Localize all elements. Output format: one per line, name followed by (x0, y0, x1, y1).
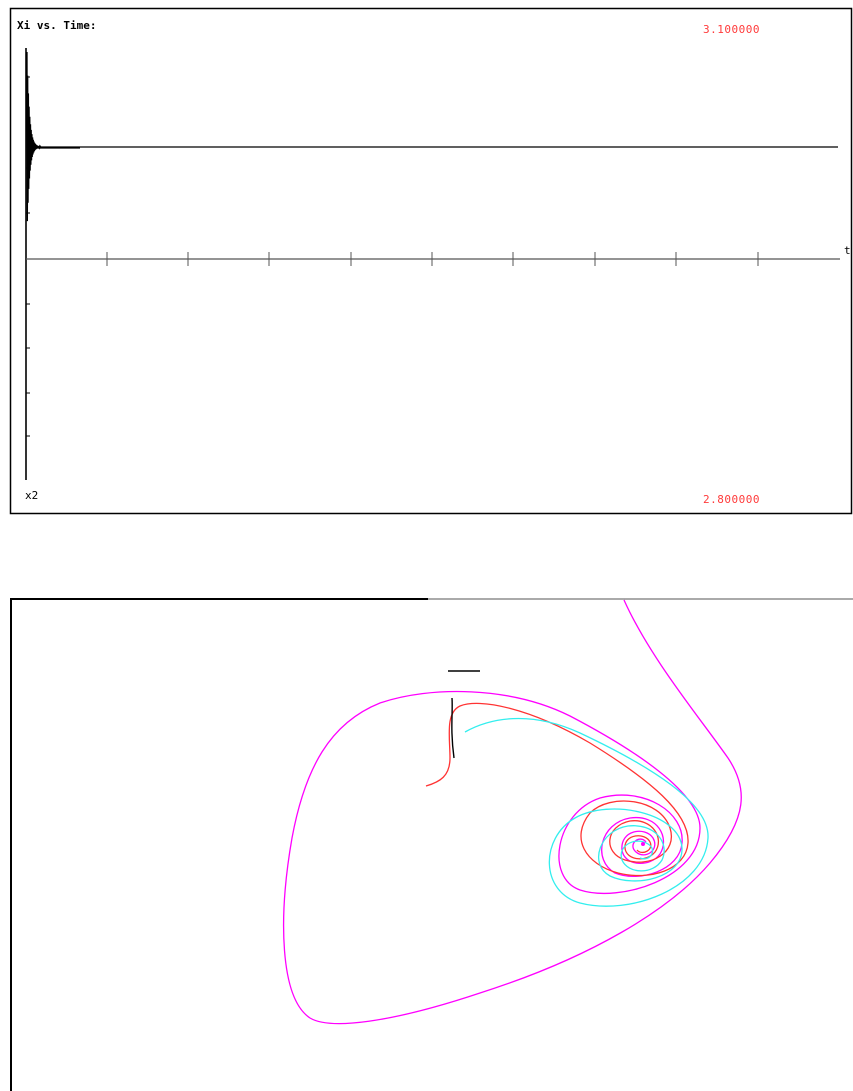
time-plot-border (9, 7, 853, 515)
y-min-label: 2.800000 (703, 493, 760, 506)
phase-portrait-canvas (10, 598, 853, 1091)
time-series-plot: Xi vs. Time: 3.100000 2.800000 x2 t (9, 7, 853, 515)
plot-title: Xi vs. Time: (17, 19, 97, 32)
black-trajectory (448, 670, 480, 759)
variable-label: x2 (25, 489, 39, 502)
red-trajectory (425, 702, 689, 877)
time-axis-ticks (106, 252, 759, 266)
cyan-trajectory (464, 717, 709, 907)
fixed-point-marker (641, 842, 645, 846)
time-series-canvas (9, 7, 853, 515)
y-max-label: 3.100000 (703, 23, 760, 36)
phase-portrait-plot (10, 598, 853, 1091)
magenta-trajectory (282, 599, 742, 1025)
time-axis-label: t (844, 244, 851, 257)
